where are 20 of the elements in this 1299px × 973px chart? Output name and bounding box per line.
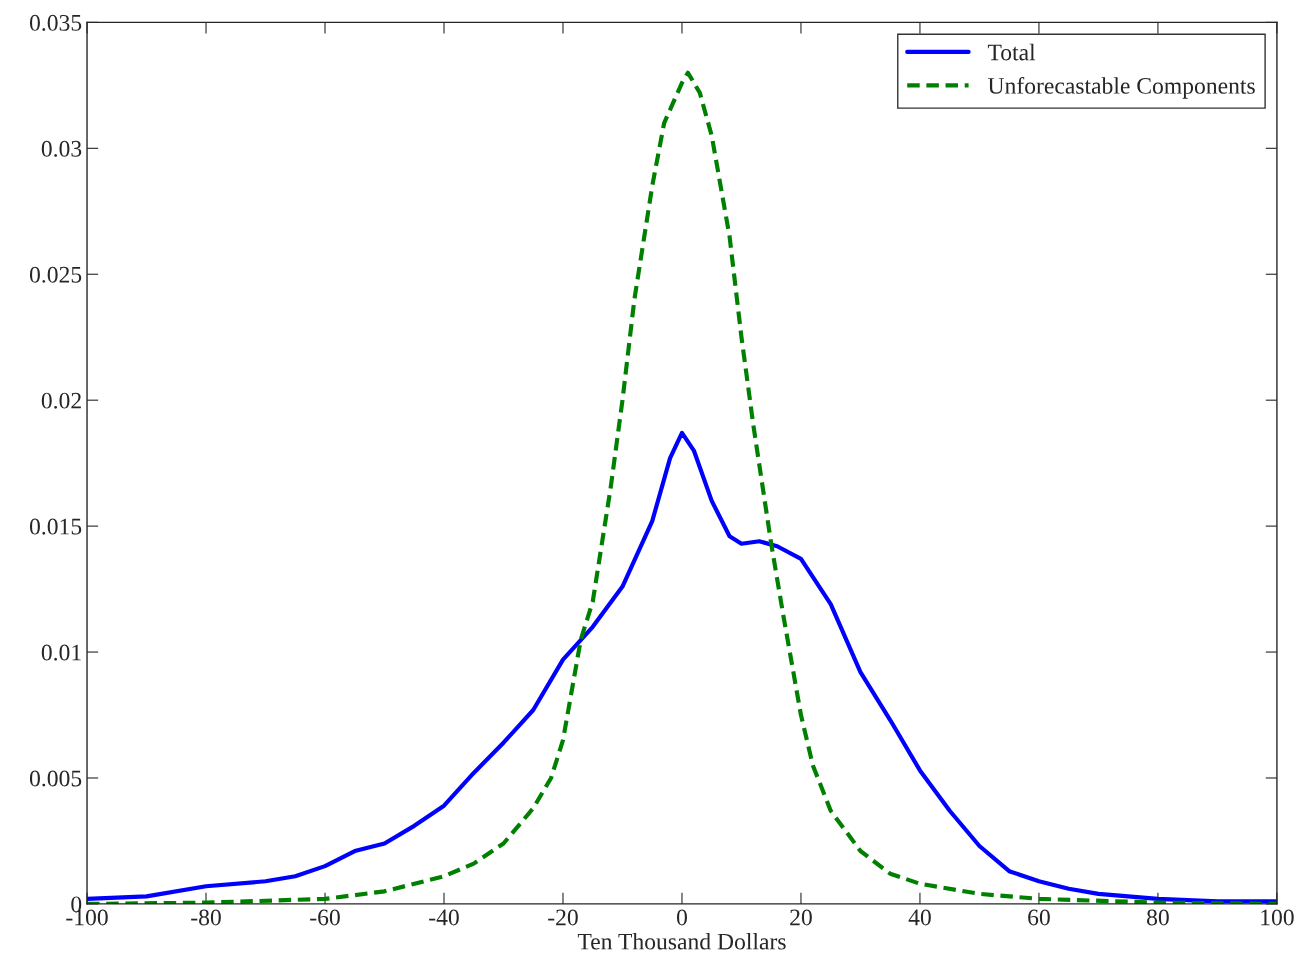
x-tick-label: -80 xyxy=(191,909,221,926)
x-tick-label: 0 xyxy=(676,909,687,926)
x-tick-label: 60 xyxy=(1028,909,1050,926)
y-tick-label: 0.03 xyxy=(41,140,82,157)
y-tick-label: 0.02 xyxy=(41,392,81,409)
y-tick-label: 0.01 xyxy=(41,644,81,661)
legend-label: Total xyxy=(987,43,1036,61)
y-tick-label: 0.035 xyxy=(29,14,82,31)
x-tick-label: 80 xyxy=(1147,909,1169,926)
x-tick-label: 20 xyxy=(790,909,812,926)
x-tick-label: -60 xyxy=(310,909,340,926)
legend-label: Unforecastable Components xyxy=(987,76,1255,99)
x-tick-label: -20 xyxy=(548,909,578,926)
y-tick-label: 0.025 xyxy=(29,266,82,283)
x-tick-label: 100 xyxy=(1261,909,1294,926)
x-tick-label: 40 xyxy=(908,909,931,926)
x-tick-label: -40 xyxy=(429,909,459,926)
x-axis-title: Ten Thousand Dollars xyxy=(577,932,786,950)
y-tick-label: 0.005 xyxy=(29,770,82,787)
y-tick-label: 0.015 xyxy=(29,518,82,535)
